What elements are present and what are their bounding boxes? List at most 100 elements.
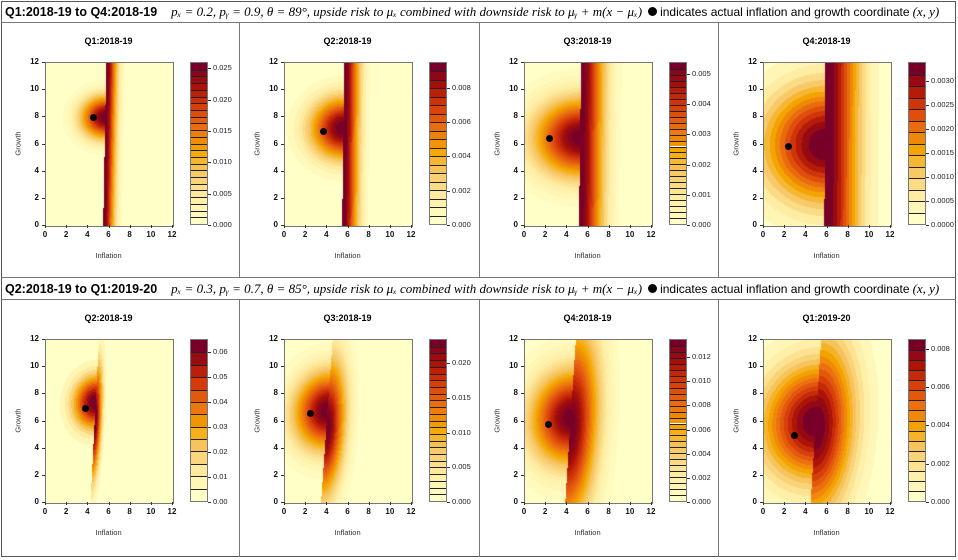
y-tick-label: 10: [509, 84, 518, 94]
x-tick-mark: [284, 502, 285, 505]
y-tick-mark: [42, 474, 45, 476]
colorbar-band: [670, 417, 686, 424]
colorbar-band: [670, 86, 686, 93]
colorbar-band: [430, 433, 446, 441]
colorbar-tick-label: 0.002: [452, 185, 471, 195]
colorbar-tick-label: 0.020: [452, 358, 471, 368]
y-tick-mark: [760, 366, 763, 368]
x-tick-mark: [763, 502, 764, 505]
colorbar-band: [909, 400, 925, 411]
x-tick-label: 0: [42, 230, 48, 239]
y-tick-label: 6: [273, 415, 278, 425]
colorbar-band: [670, 188, 686, 195]
x-tick-mark: [87, 225, 89, 228]
y-tick-mark: [521, 420, 524, 422]
chart-panel: Q2:2018-19 0 2 4 6 8 10 12 0 2 4 6 8 10 12 Inflation Gro…: [239, 23, 478, 275]
colorbar-band: [670, 381, 686, 388]
x-tick-label: 8: [606, 230, 611, 239]
x-tick-label: 6: [824, 230, 829, 239]
x-tick-mark: [524, 225, 525, 228]
y-tick-mark: [760, 197, 763, 199]
colorbar-band: [670, 206, 686, 213]
x-tick-label: 6: [106, 507, 111, 516]
colorbar-band: [909, 120, 925, 132]
colorbar-tick-mark: [208, 426, 211, 428]
colorbar-tick-mark: [687, 381, 690, 383]
colorbar-band: [191, 217, 207, 224]
colorbar-band: [191, 96, 207, 104]
x-tick-mark: [826, 502, 828, 505]
chart-panel: Q4:2018-19 0 2 4 6 8 10 12 0 2 4 6 8 10 12 Inflation Gro…: [718, 23, 957, 275]
colorbar-band: [191, 377, 207, 390]
colorbar-tick-label: 0.01: [213, 471, 228, 481]
colorbar-band: [430, 447, 446, 455]
actual-point-marker: [306, 410, 314, 418]
x-tick-mark: [763, 225, 764, 228]
colorbar-band: [430, 440, 446, 448]
y-tick-mark: [42, 225, 45, 226]
colorbar-tick-mark: [447, 87, 450, 89]
actual-point-marker: [544, 421, 552, 429]
colorbar-band: [191, 89, 207, 97]
colorbar-band: [430, 346, 446, 354]
row-header-2: Q2:2018-19 to Q1:2019-20 pₓ = 0.3, pᵧ = …: [1, 277, 956, 300]
x-tick-mark: [805, 225, 807, 228]
y-tick-mark: [281, 89, 284, 91]
y-tick-mark: [42, 143, 45, 145]
x-tick-mark: [389, 225, 391, 228]
colorbar-band: [191, 190, 207, 198]
colorbar-band: [670, 411, 686, 418]
colorbar-tick-mark: [687, 357, 690, 359]
colorbar-band: [670, 447, 686, 454]
colorbar-band: [909, 480, 925, 491]
colorbar-band: [430, 494, 446, 501]
colorbar-band: [191, 116, 207, 124]
colorbar-band: [670, 140, 686, 147]
density-contour-plot: [45, 62, 174, 227]
x-tick-label: 2: [302, 507, 308, 516]
y-tick-label: 6: [34, 415, 39, 425]
y-tick-mark: [760, 62, 763, 63]
colorbar-tick-label: 0.0030: [931, 76, 954, 86]
colorbar-tick-mark: [687, 225, 690, 226]
y-tick-mark: [521, 143, 524, 145]
x-tick-mark: [347, 225, 349, 228]
colorbar-tick-label: 0.00: [213, 497, 228, 506]
y-tick-label: 12: [30, 57, 39, 66]
y-tick-label: 4: [513, 442, 518, 452]
y-tick-label: 8: [34, 388, 39, 398]
colorbar-tick-mark: [447, 225, 450, 226]
colorbar-tick-label: 0.0010: [931, 172, 954, 182]
x-tick-label: 12: [885, 507, 895, 516]
colorbar-band: [909, 201, 925, 213]
y-tick-label: 6: [752, 415, 757, 425]
colorbar-tick-mark: [447, 156, 450, 158]
colorbar-band: [670, 387, 686, 394]
colorbar-band: [670, 128, 686, 135]
colorbar-tick-mark: [926, 177, 929, 179]
colorbar-band: [430, 474, 446, 481]
x-tick-mark: [629, 225, 631, 228]
colorbar-band: [909, 97, 925, 109]
y-tick-label: 12: [30, 334, 39, 343]
colorbar-tick-label: 0.015: [213, 125, 232, 135]
x-tick-mark: [651, 225, 652, 228]
x-tick-label: 4: [324, 507, 329, 516]
colorbar-band: [191, 197, 207, 204]
x-tick-mark: [389, 502, 391, 505]
x-axis-label: Inflation: [574, 251, 601, 260]
colorbar-band: [430, 454, 446, 461]
colorbar-band: [430, 96, 446, 106]
colorbar-tick-label: 0.000: [213, 220, 232, 229]
colorbar-band: [909, 420, 925, 431]
colorbar-band: [670, 351, 686, 358]
colorbar-band: [909, 450, 925, 461]
y-tick-label: 2: [752, 469, 757, 479]
colorbar-band: [430, 79, 446, 89]
x-tick-mark: [108, 502, 110, 505]
y-tick-mark: [760, 339, 763, 340]
colorbar-band: [670, 489, 686, 496]
colorbar-band: [191, 340, 207, 353]
colorbar-tick-mark: [447, 190, 450, 192]
